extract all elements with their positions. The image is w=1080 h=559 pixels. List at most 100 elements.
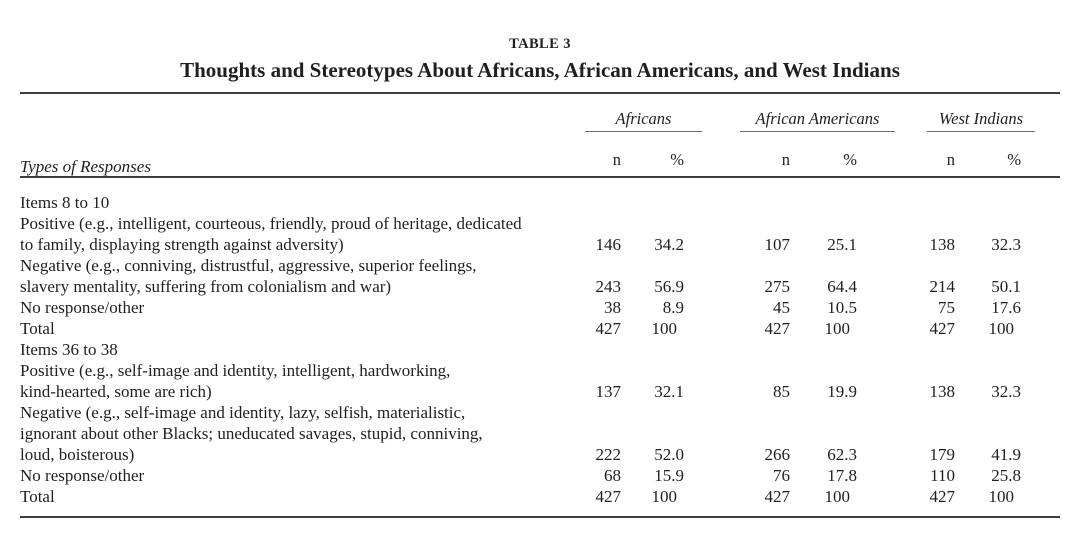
group-header-africans: Africans: [560, 93, 702, 132]
cell-percent: 100: [988, 487, 1015, 506]
cell-percent: 32.3: [991, 382, 1021, 401]
table-row: Positive (e.g., self-image and identity,…: [20, 360, 1060, 381]
cell-percent: 41.9: [991, 445, 1021, 464]
cell-n: [560, 423, 621, 444]
group-header-african-americans: African Americans: [684, 93, 895, 132]
cell-percent: 100: [988, 319, 1015, 338]
cell-n: [857, 213, 955, 234]
spacer-cell: [1021, 177, 1060, 213]
cell-percent: 25.8: [991, 466, 1021, 485]
spacer-cell: [1021, 402, 1060, 423]
cell-percent: 56.9: [654, 277, 684, 296]
cell-percent: 34.2: [654, 235, 684, 254]
row-label: Items 8 to 10: [20, 193, 110, 212]
cell-n: [684, 255, 790, 276]
table-row: Items 8 to 10: [20, 177, 1060, 213]
subheader-row: Types of Responses n % n % n %: [20, 132, 1060, 178]
cell-n: 266: [764, 445, 791, 464]
cell-n: 45: [773, 298, 790, 317]
cell-n: [684, 423, 790, 444]
row-label: Total: [20, 487, 55, 506]
table-header: Africans African Americans West Indians …: [20, 93, 1060, 178]
spacer-cell: [1021, 213, 1060, 234]
cell-percent: 19.9: [827, 382, 857, 401]
row-label: Positive (e.g., self-image and identity,…: [20, 361, 451, 380]
cell-n: [560, 339, 621, 360]
cell-percent: [621, 213, 684, 234]
cell-percent: [790, 177, 857, 213]
row-label: No response/other: [20, 466, 145, 485]
cell-percent: 100: [651, 319, 678, 338]
cell-n: [857, 423, 955, 444]
cell-n: [857, 177, 955, 213]
row-label: Negative (e.g., conniving, distrustful, …: [20, 256, 477, 275]
cell-percent: [955, 423, 1021, 444]
cell-n: [560, 213, 621, 234]
cell-percent: 32.3: [991, 235, 1021, 254]
cell-n: [684, 339, 790, 360]
spacer-cell: [1021, 339, 1060, 360]
table-row: slavery mentality, suffering from coloni…: [20, 276, 1060, 297]
cell-n: 137: [595, 382, 622, 401]
table-row: to family, displaying strength against a…: [20, 234, 1060, 255]
table-body: Items 8 to 10 Positive (e.g., intelligent…: [20, 177, 1060, 517]
cell-n: [684, 360, 790, 381]
cell-percent: [955, 213, 1021, 234]
cell-percent: [621, 360, 684, 381]
spacer-cell: [1021, 318, 1060, 339]
row-label: Items 36 to 38: [20, 340, 118, 359]
cell-n: 38: [604, 298, 621, 317]
cell-percent: [621, 177, 684, 213]
cell-n: 85: [773, 382, 790, 401]
table-row: No response/other 68 15.9 76 17.8 110 25.8: [20, 465, 1060, 486]
cell-percent: [955, 339, 1021, 360]
group-spanner-rule: West Indians: [927, 110, 1035, 132]
spacer-cell: [1021, 255, 1060, 276]
cell-percent: [621, 402, 684, 423]
col-header-percent: %: [790, 132, 857, 178]
table-row: kind-hearted, some are rich) 137 32.1 85 19.…: [20, 381, 1060, 402]
cell-n: [560, 255, 621, 276]
col-header-n: n: [684, 132, 790, 178]
spacer-cell: [1021, 423, 1060, 444]
table-title: Thoughts and Stereotypes About Africans,…: [180, 58, 900, 82]
table-row: loud, boisterous) 222 52.0 266 62.3 179 41.9: [20, 444, 1060, 465]
cell-percent: 100: [824, 487, 851, 506]
cell-n: 427: [929, 319, 956, 338]
spacer-cell: [1021, 381, 1060, 402]
group-spanner-rule: African Americans: [740, 110, 895, 132]
cell-n: 214: [929, 277, 956, 296]
cell-n: 222: [595, 445, 622, 464]
spacer-cell: [1021, 132, 1060, 178]
cell-percent: 25.1: [827, 235, 857, 254]
cell-n: 68: [604, 466, 621, 485]
cell-n: 146: [595, 235, 622, 254]
cell-n: [857, 402, 955, 423]
group-spanner-rule: Africans: [585, 110, 702, 132]
cell-n: [857, 339, 955, 360]
row-label: to family, displaying strength against a…: [20, 235, 344, 254]
col-header-percent: %: [621, 132, 684, 178]
row-label: kind-hearted, some are rich): [20, 382, 212, 401]
cell-percent: [955, 177, 1021, 213]
cell-percent: [790, 213, 857, 234]
cell-n: [857, 255, 955, 276]
cell-n: 427: [764, 319, 791, 338]
cell-n: 138: [929, 235, 956, 254]
data-table: Africans African Americans West Indians …: [20, 92, 1060, 518]
table-caption: TABLE 3 Thoughts and Stereotypes About A…: [0, 37, 1080, 81]
row-label: Total: [20, 319, 55, 338]
table-row: Total 427 100 427 100 427 100: [20, 486, 1060, 517]
cell-n: [684, 402, 790, 423]
cell-percent: 17.6: [991, 298, 1021, 317]
cell-percent: 17.8: [827, 466, 857, 485]
cell-percent: [621, 339, 684, 360]
table-row: Items 36 to 38: [20, 339, 1060, 360]
table-row: Negative (e.g., conniving, distrustful, …: [20, 255, 1060, 276]
cell-percent: [955, 360, 1021, 381]
cell-n: [857, 360, 955, 381]
cell-n: 275: [764, 277, 791, 296]
cell-n: 427: [929, 487, 956, 506]
cell-n: [560, 402, 621, 423]
cell-n: [560, 177, 621, 213]
